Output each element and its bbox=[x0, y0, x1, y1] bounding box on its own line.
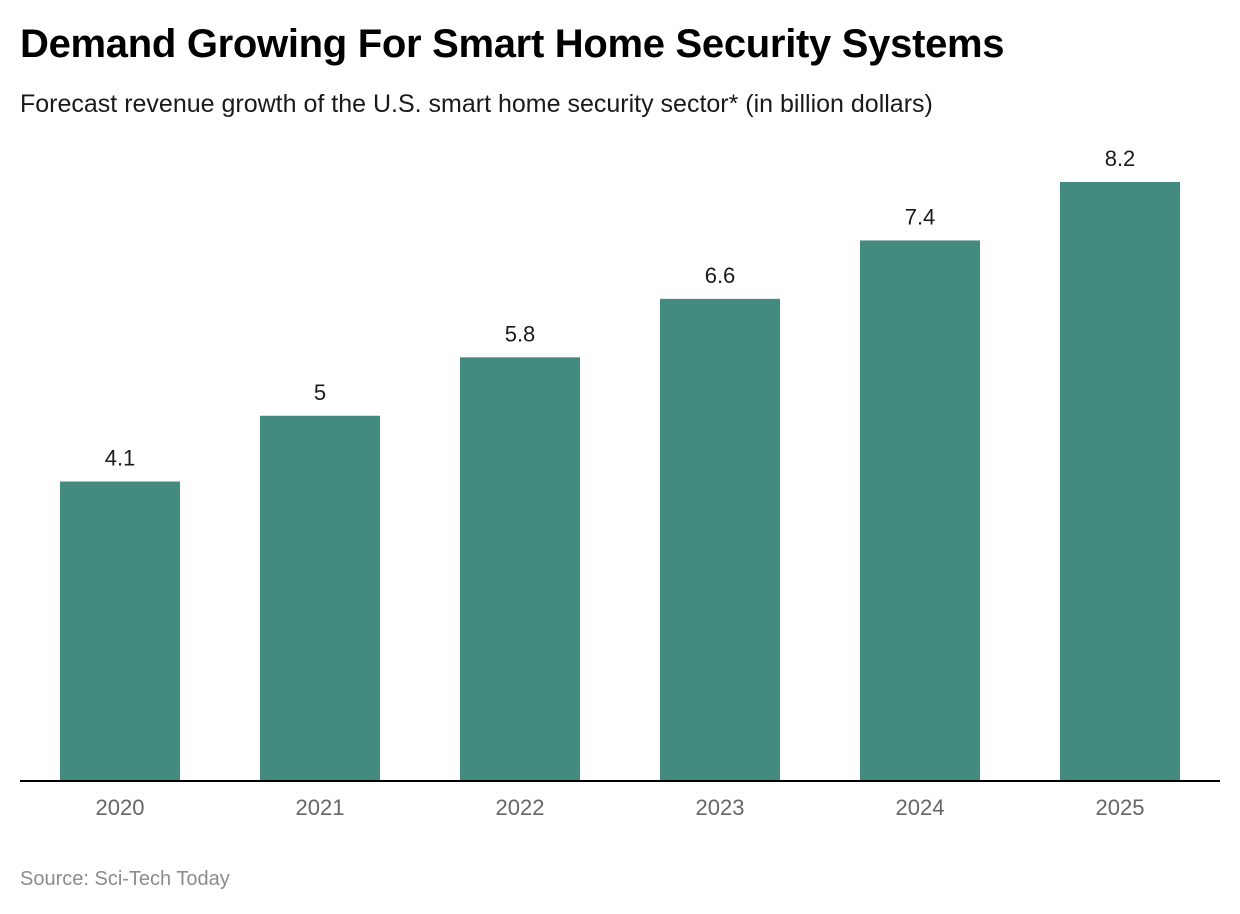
value-label-2020: 4.1 bbox=[105, 446, 136, 471]
x-tick-label-2022: 2022 bbox=[496, 795, 545, 820]
value-label-2024: 7.4 bbox=[905, 204, 936, 229]
value-label-2025: 8.2 bbox=[1105, 146, 1136, 171]
x-tick-label-2025: 2025 bbox=[1096, 795, 1145, 820]
value-label-2023: 6.6 bbox=[705, 263, 736, 288]
x-tick-label-2023: 2023 bbox=[696, 795, 745, 820]
x-tick-label-2020: 2020 bbox=[96, 795, 145, 820]
source-note: Source: Sci-Tech Today bbox=[20, 868, 230, 890]
chart-title: Demand Growing For Smart Home Security S… bbox=[20, 22, 1005, 66]
bar-2020 bbox=[60, 481, 180, 781]
bar-2023 bbox=[660, 298, 780, 781]
value-labels-group: 4.1 5 5.8 6.6 7.4 8.2 bbox=[105, 146, 1136, 471]
bar-2022 bbox=[460, 357, 580, 781]
value-label-2021: 5 bbox=[314, 380, 326, 405]
bar-2021 bbox=[260, 415, 380, 781]
chart-subtitle: Forecast revenue growth of the U.S. smar… bbox=[20, 90, 933, 118]
bar-2024 bbox=[860, 240, 980, 781]
x-tick-label-2021: 2021 bbox=[296, 795, 345, 820]
bar-2025 bbox=[1060, 182, 1180, 781]
value-label-2022: 5.8 bbox=[505, 321, 536, 346]
x-tick-label-2024: 2024 bbox=[896, 795, 945, 820]
bars-group bbox=[60, 182, 1180, 781]
x-tick-labels-group: 2020 2021 2022 2023 2024 2025 bbox=[96, 795, 1145, 820]
